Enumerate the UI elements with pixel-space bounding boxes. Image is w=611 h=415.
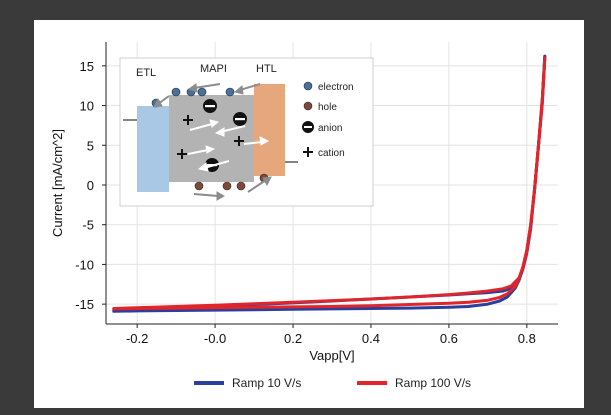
label-htl: HTL: [256, 63, 277, 75]
hole-particle: [194, 181, 204, 191]
y-tick-label: -5: [82, 218, 94, 233]
cation-particle: [234, 136, 244, 146]
holes: [194, 173, 269, 191]
y-tick-label: -10: [75, 257, 94, 272]
curves: [112, 54, 547, 313]
label-etl: ETL: [136, 67, 156, 79]
legend: Ramp 10 V/s Ramp 100 V/s: [194, 376, 471, 390]
electron-particle: [197, 87, 207, 97]
carrier-arrows: [153, 83, 272, 201]
etl-layer: [137, 106, 169, 192]
cation-icon: [303, 147, 313, 157]
x-tick-label: 0.6: [440, 331, 458, 346]
cation-particle: [177, 149, 187, 159]
legend-label-ramp-100: Ramp 100 V/s: [395, 376, 471, 390]
y-tick-label: 5: [87, 138, 94, 153]
x-tick-label: 0.2: [284, 331, 302, 346]
x-tick-label: 0.8: [518, 331, 536, 346]
legend-hole: hole: [318, 102, 337, 113]
cations: [177, 115, 244, 159]
electron-icon: [303, 81, 313, 91]
y-tick-label: -15: [75, 297, 94, 312]
electron-particle: [171, 87, 181, 97]
hole-particle: [222, 181, 232, 191]
device-inset: ETL MAPI HTL: [119, 57, 374, 207]
x-axis-label: Vapp[V]: [309, 348, 354, 363]
legend-cation: cation: [318, 148, 345, 159]
electron-particle: [225, 87, 235, 97]
inset-legend: electron hole anion cation: [302, 81, 354, 159]
x-tick-label: -0.0: [204, 331, 226, 346]
cation-particle: [183, 115, 193, 125]
hole-icon: [303, 101, 313, 111]
legend-label-ramp-10: Ramp 10 V/s: [232, 376, 301, 390]
label-mapi: MAPI: [200, 63, 227, 75]
legend-electron: electron: [318, 82, 354, 93]
x-tick-label: 0.4: [362, 331, 380, 346]
x-tick-label: -0.2: [126, 331, 148, 346]
y-ticks: -15 -10 -5 0 5 10 15: [75, 59, 106, 312]
x-ticks: -0.2 -0.0 0.2 0.4 0.6 0.8: [126, 324, 536, 346]
y-axis-label: Current [mA/cm^2]: [50, 129, 65, 237]
htl-layer: [254, 84, 285, 176]
motion-arrows: [187, 119, 270, 172]
series-line-ramp-100-reverse: [112, 56, 547, 310]
hole-particle: [236, 181, 246, 191]
legend-anion: anion: [318, 123, 342, 134]
y-tick-label: 15: [80, 59, 94, 74]
chart-card: -0.2 -0.0 0.2 0.4 0.6 0.8 -15 -10 -5 0 5 10 15 Vapp…: [34, 20, 584, 408]
y-tick-label: 0: [87, 178, 94, 193]
y-tick-label: 10: [80, 99, 94, 114]
iv-chart: -0.2 -0.0 0.2 0.4 0.6 0.8 -15 -10 -5 0 5 10 15 Vapp…: [50, 42, 558, 390]
